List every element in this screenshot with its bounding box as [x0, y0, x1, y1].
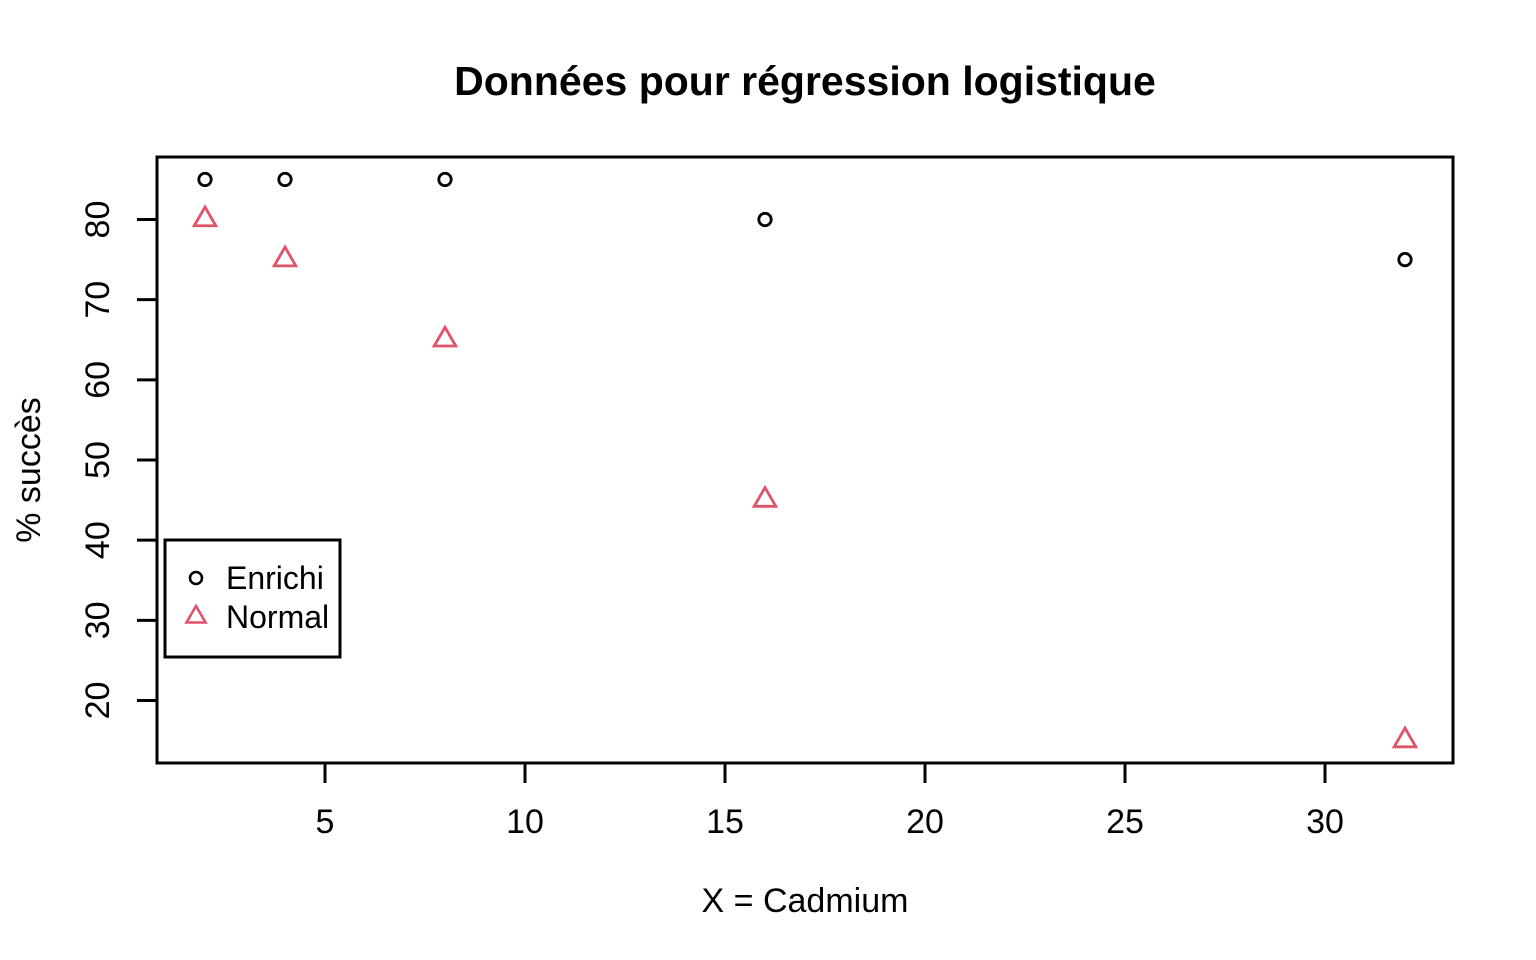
- point-enrichi-x2: [197, 171, 213, 188]
- y-tick-label: 60: [79, 361, 117, 399]
- x-axis-ticks: 5 10 15 20 25 30: [316, 763, 1344, 841]
- point-enrichi-x32: [1397, 252, 1413, 268]
- point-enrichi-x8: [437, 171, 453, 188]
- point-normal-x16: [751, 484, 779, 508]
- y-axis-label: % succès: [10, 397, 48, 543]
- y-tick-label: 50: [79, 441, 117, 479]
- x-tick-label: 10: [506, 803, 544, 841]
- point-normal-x8: [431, 324, 459, 348]
- point-enrichi-x4: [277, 171, 293, 188]
- x-tick-label: 5: [316, 803, 335, 841]
- point-normal-x2: [191, 204, 219, 228]
- x-axis-label: X = Cadmium: [702, 882, 909, 920]
- point-normal-x32: [1391, 725, 1419, 749]
- point-normal-x4: [271, 244, 299, 268]
- x-tick-label: 20: [906, 803, 944, 841]
- y-tick-label: 80: [79, 201, 117, 239]
- legend-label-enrichi: Enrichi: [226, 560, 324, 596]
- legend-box: [163, 538, 342, 659]
- x-tick-label: 15: [706, 803, 744, 841]
- data-points: [191, 171, 1419, 749]
- plot-border: [155, 155, 1455, 765]
- chart-title: Données pour régression logistique: [454, 58, 1156, 104]
- legend-marker-enrichi: [188, 570, 204, 586]
- x-tick-label: 25: [1106, 803, 1144, 841]
- y-tick-label: 20: [79, 682, 117, 720]
- legend-label-normal: Normal: [226, 599, 329, 635]
- point-enrichi-x16: [757, 211, 773, 228]
- y-tick-label: 30: [79, 601, 117, 639]
- y-axis-ticks: 20 30 40 50 60 70 80: [79, 201, 157, 720]
- y-tick-label: 70: [79, 281, 117, 319]
- y-tick-label: 40: [79, 521, 117, 559]
- x-tick-label: 30: [1306, 803, 1344, 841]
- legend-marker-normal: [184, 603, 208, 624]
